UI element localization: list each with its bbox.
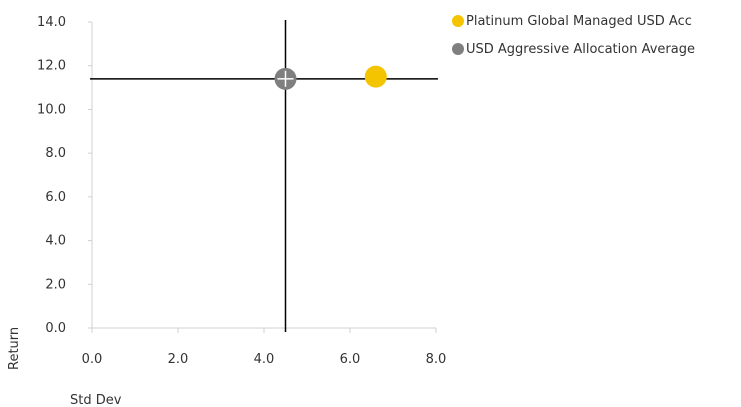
legend-label-average: USD Aggressive Allocation Average — [466, 41, 695, 57]
data-points — [274, 65, 387, 90]
legend-label-platinum: Platinum Global Managed USD Acc — [466, 13, 692, 29]
legend: Platinum Global Managed USD Acc USD Aggr… — [452, 12, 695, 68]
legend-swatch-average — [452, 43, 464, 55]
y-tick-label: 0.0 — [45, 321, 66, 336]
x-tick-label: 8.0 — [426, 352, 447, 367]
legend-item-average: USD Aggressive Allocation Average — [452, 40, 695, 58]
x-tick-label: 2.0 — [168, 352, 189, 367]
x-tick-label: 0.0 — [82, 352, 103, 367]
legend-item-platinum: Platinum Global Managed USD Acc — [452, 12, 695, 30]
y-tick-label: 10.0 — [37, 102, 66, 117]
x-tick-label: 4.0 — [254, 352, 275, 367]
crosshair — [90, 20, 438, 332]
axes: 0.0 2.0 4.0 6.0 8.0 10.0 12.0 14.0 0.0 2.0 4.0 6.0 8… — [37, 15, 446, 367]
x-tick-label: 6.0 — [340, 352, 361, 367]
data-point-platinum — [364, 65, 387, 88]
y-tick-label: 14.0 — [37, 15, 66, 30]
y-tick-label: 4.0 — [45, 234, 66, 249]
y-tick-label: 8.0 — [45, 146, 66, 161]
y-tick-label: 12.0 — [37, 59, 66, 74]
y-tick-label: 2.0 — [45, 277, 66, 292]
legend-swatch-platinum — [452, 15, 464, 27]
x-axis-label: Std Dev — [70, 393, 122, 407]
y-axis-label: Return — [7, 327, 22, 370]
y-tick-label: 6.0 — [45, 190, 66, 205]
